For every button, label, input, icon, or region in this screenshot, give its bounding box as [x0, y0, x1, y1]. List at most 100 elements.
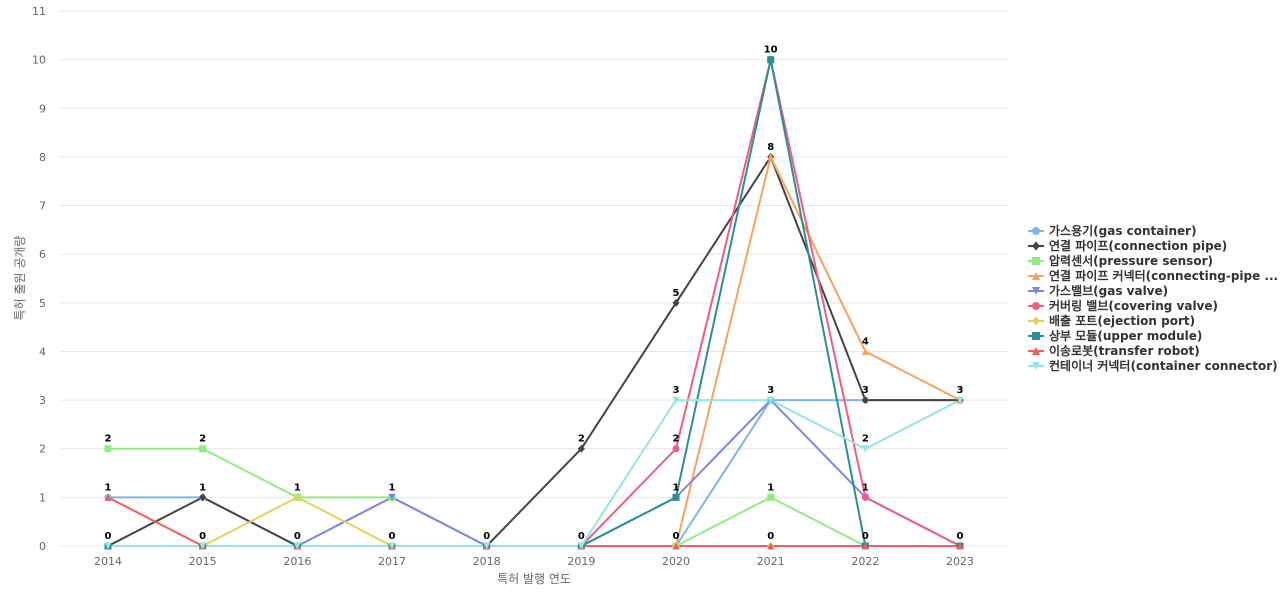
legend-marker: [1032, 241, 1040, 251]
x-tick-label: 2022: [851, 555, 879, 568]
y-tick-label: 3: [39, 394, 46, 407]
data-label: 1: [389, 482, 396, 493]
data-point: [956, 542, 964, 550]
legend-marker: [1032, 316, 1040, 326]
legend-marker: [1032, 272, 1040, 280]
legend-label: 가스밸브(gas valve): [1049, 283, 1168, 298]
data-label: 0: [483, 531, 490, 542]
legend-label: 상부 모듈(upper module): [1049, 328, 1202, 343]
y-tick-label: 2: [39, 443, 46, 456]
data-point: [672, 445, 680, 453]
x-tick-label: 2023: [946, 555, 974, 568]
data-label: 3: [862, 385, 869, 396]
x-tick-label: 2014: [94, 555, 122, 568]
data-label: 2: [105, 434, 112, 445]
y-axis-title: 특허 출원 공개량: [13, 236, 27, 321]
data-point: [767, 396, 775, 404]
legend-marker: [1032, 257, 1040, 265]
x-tick-label: 2016: [283, 555, 311, 568]
data-point: [104, 445, 112, 453]
y-axis-ticks: 0 1 2 3 4 5 6 7 8 9 10 11: [32, 5, 46, 553]
x-tick-label: 2015: [189, 555, 217, 568]
legend-label: 연결 파이프 커넥터(connecting-pipe ...: [1049, 268, 1278, 283]
y-tick-label: 4: [39, 345, 46, 358]
legend-marker: [1032, 227, 1040, 235]
data-label: 1: [767, 482, 774, 493]
legend-label: 연결 파이프(connection pipe): [1049, 238, 1227, 253]
y-tick-label: 7: [39, 200, 46, 213]
legend-label: 배출 포트(ejection port): [1049, 313, 1195, 328]
y-tick-label: 1: [39, 491, 46, 504]
data-point: [861, 542, 869, 550]
data-point: [672, 396, 680, 404]
data-point: [199, 542, 207, 550]
data-point: [293, 493, 301, 502]
data-label: 1: [673, 482, 680, 493]
data-point: [672, 493, 680, 501]
x-tick-label: 2019: [567, 555, 595, 568]
data-label: 0: [389, 531, 396, 542]
data-label: 2: [673, 434, 680, 445]
data-point: [199, 445, 207, 453]
legend-marker: [1032, 287, 1040, 295]
data-point: [767, 493, 775, 501]
legend-label: 압력센서(pressure sensor): [1049, 253, 1213, 268]
data-point: [483, 542, 491, 550]
legend-marker: [1032, 362, 1040, 370]
data-label: 0: [105, 531, 112, 542]
data-label: 1: [862, 482, 869, 493]
x-axis-title: 특허 발행 연도: [497, 571, 571, 586]
data-point: [767, 542, 775, 550]
x-tick-label: 2021: [757, 555, 785, 568]
series-line: [108, 399, 961, 547]
data-label: 0: [957, 531, 964, 542]
series-line: [108, 496, 961, 547]
data-point: [199, 493, 207, 502]
data-point: [672, 298, 680, 307]
x-tick-label: 2017: [378, 555, 406, 568]
data-point: [577, 542, 585, 550]
data-label: 0: [767, 531, 774, 542]
data-label: 1: [105, 482, 112, 493]
y-tick-label: 9: [39, 102, 46, 115]
legend-label: 커버링 밸브(covering valve): [1049, 298, 1218, 313]
legend-marker: [1032, 347, 1040, 355]
data-point: [767, 153, 775, 161]
data-label: 4: [862, 336, 869, 347]
data-label: 1: [294, 482, 301, 493]
data-label: 10: [764, 45, 778, 56]
x-axis-ticks: 2014 2015 2016 2017 2018 2019 2020 2021 2022 2023: [94, 555, 974, 568]
data-label: 0: [294, 531, 301, 542]
data-label: 0: [673, 531, 680, 542]
legend: 가스용기(gas container)연결 파이프(connection pip…: [1028, 223, 1278, 373]
data-point: [767, 56, 775, 64]
data-point: [861, 493, 869, 501]
y-tick-label: 6: [39, 248, 46, 261]
data-label: 3: [957, 385, 964, 396]
data-point: [388, 493, 396, 501]
y-tick-label: 11: [32, 5, 46, 18]
data-point: [104, 542, 112, 550]
legend-marker: [1032, 332, 1040, 340]
data-point: [104, 493, 112, 501]
series-line: [108, 399, 961, 547]
y-tick-label: 8: [39, 151, 46, 164]
data-point: [577, 444, 585, 453]
gridlines: [60, 10, 1008, 547]
series-markers: [104, 56, 964, 550]
y-tick-label: 5: [39, 297, 46, 310]
data-label: 2: [862, 434, 869, 445]
data-point: [861, 396, 869, 405]
series-line: [108, 399, 961, 547]
legend-label: 컨테이너 커넥터(container connector): [1049, 358, 1278, 373]
series-lines: [107, 58, 961, 547]
data-label: 1: [199, 482, 206, 493]
legend-label: 이송로봇(transfer robot): [1049, 343, 1200, 358]
y-tick-label: 10: [32, 54, 46, 67]
data-point: [672, 542, 680, 550]
data-point: [956, 396, 964, 404]
data-point: [293, 542, 301, 550]
x-tick-label: 2020: [662, 555, 690, 568]
